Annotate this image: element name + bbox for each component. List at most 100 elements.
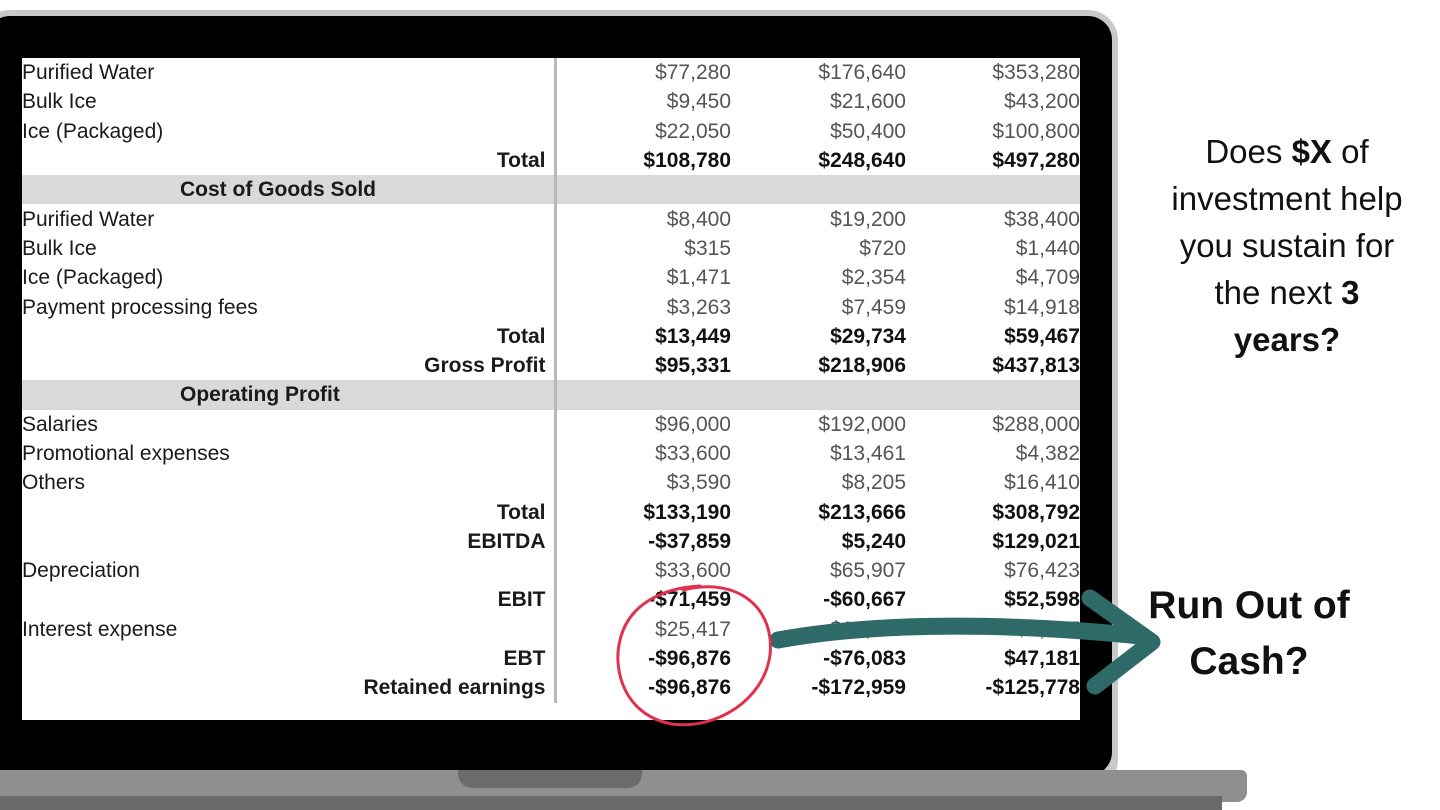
- table-row: Salaries $96,000 $192,000 $288,000: [22, 409, 1080, 439]
- year-3-value: $14,918: [1004, 295, 1080, 319]
- year-3-value: $43,200: [1004, 90, 1080, 114]
- year-3-value: $497,280: [992, 149, 1080, 173]
- year-1-value: $3,263: [666, 295, 731, 319]
- row-label: Ice (Packaged): [22, 263, 557, 293]
- question-text-1: Does: [1205, 133, 1292, 170]
- year-2-value: -$60,667: [823, 588, 906, 612]
- year-3-value: $16,410: [1004, 471, 1080, 495]
- year-2-value: $192,000: [818, 412, 906, 436]
- year-1-value: [555, 175, 731, 205]
- year-2-value: $2,354: [841, 266, 906, 290]
- laptop-base-edge: [0, 796, 1222, 810]
- year-2-value: $8,205: [841, 471, 906, 495]
- year-2-value: $720: [859, 236, 906, 260]
- row-label: Promotional expenses: [22, 438, 557, 469]
- year-1-value: $22,050: [655, 119, 731, 143]
- table-row: Promotional expenses $33,600 $13,461 $4,382: [22, 438, 1080, 469]
- year-1-value: $25,417: [655, 617, 731, 641]
- year-2-value: -$172,959: [811, 676, 906, 700]
- question-amount: $X: [1291, 133, 1332, 170]
- year-2-value: $248,640: [818, 149, 906, 173]
- row-label: Interest expense: [22, 614, 557, 644]
- run-out-of-cash-callout: Run Out of Cash?: [1148, 584, 1350, 683]
- year-2-value: $13,461: [830, 442, 906, 465]
- table-row: Purified Water $77,280 $176,640 $353,280: [22, 58, 1080, 88]
- table-row: Bulk Ice $315 $720 $1,440: [22, 233, 1080, 264]
- year-2-value: $7,459: [841, 295, 906, 319]
- section-header-row: Cost of Goods Sold: [22, 175, 1080, 205]
- row-label: Operating Profit: [22, 380, 557, 410]
- year-3-value: $100,800: [992, 119, 1080, 143]
- year-1-value: $1,471: [666, 266, 731, 290]
- year-1-value: -$71,459: [648, 588, 731, 612]
- year-2-value: $29,734: [830, 324, 906, 348]
- year-3-value: -$125,778: [985, 676, 1080, 700]
- total-row: Total $108,780 $248,640 $497,280: [22, 145, 1080, 176]
- table-row: Others $3,590 $8,205 $16,410: [22, 468, 1080, 498]
- row-label: Purified Water: [22, 204, 557, 234]
- year-2-value: $5,240: [841, 529, 906, 553]
- row-label: Total: [22, 497, 557, 527]
- year-1-value: $96,000: [655, 412, 731, 436]
- year-3-value: $59,467: [1004, 324, 1080, 348]
- table-row: Ice (Packaged) $22,050 $50,400 $100,800: [22, 116, 1080, 146]
- year-3-value: [906, 175, 1080, 205]
- table-row: Interest expense $25,417 $15,417 $5,417: [22, 614, 1080, 644]
- row-label: Bulk Ice: [22, 233, 557, 264]
- row-label: Cost of Goods Sold: [22, 175, 557, 205]
- total-row: Total $13,449 $29,734 $59,467: [22, 321, 1080, 351]
- laptop-notch: [458, 770, 642, 788]
- year-1-value: [555, 380, 731, 410]
- laptop-screen: Purified Water $77,280 $176,640 $353,280 Bul…: [22, 58, 1080, 720]
- year-2-value: -$76,083: [823, 647, 906, 671]
- row-label: Payment processing fees: [22, 292, 557, 322]
- row-label: Gross Profit: [22, 350, 557, 381]
- arrow-shaft-icon: [769, 617, 1149, 649]
- year-3-value: $76,423: [1004, 559, 1080, 583]
- year-2-value: $218,906: [818, 354, 906, 378]
- year-3-value: $4,709: [1015, 266, 1080, 290]
- row-label: Total: [22, 145, 557, 176]
- total-row: Gross Profit $95,331 $218,906 $437,813: [22, 350, 1080, 381]
- year-1-value: $9,450: [666, 90, 731, 114]
- year-1-value: $3,590: [666, 471, 731, 495]
- year-1-value: $8,400: [666, 207, 731, 231]
- row-label: EBITDA: [22, 526, 557, 557]
- year-1-value: -$96,876: [648, 647, 731, 671]
- year-2-value: $65,907: [830, 559, 906, 583]
- total-row: Total $133,190 $213,666 $308,792: [22, 497, 1080, 527]
- year-1-value: -$96,876: [648, 676, 731, 700]
- row-label: Depreciation: [22, 556, 557, 586]
- section-header-row: Operating Profit: [22, 380, 1080, 410]
- year-1-value: $108,780: [643, 149, 731, 173]
- year-2-value: [731, 175, 906, 205]
- year-2-value: [731, 380, 906, 410]
- question-years: 3 years?: [1233, 274, 1360, 358]
- row-label: Salaries: [22, 409, 557, 439]
- row-label: EBIT: [22, 585, 557, 615]
- row-label: EBT: [22, 643, 557, 674]
- year-3-value: $353,280: [992, 61, 1080, 85]
- year-3-value: $47,181: [1004, 647, 1080, 671]
- row-label: Others: [22, 468, 557, 498]
- row-label: Ice (Packaged): [22, 116, 557, 146]
- total-row: Retained earnings -$96,876 -$172,959 -$125,…: [22, 673, 1080, 703]
- total-row: EBT -$96,876 -$76,083 $47,181: [22, 643, 1080, 674]
- year-1-value: $133,190: [643, 500, 731, 524]
- income-statement-table: Purified Water $77,280 $176,640 $353,280 Bul…: [22, 58, 1080, 703]
- year-2-value: $176,640: [818, 61, 906, 85]
- year-1-value: $77,280: [655, 61, 731, 85]
- year-1-value: -$37,859: [648, 529, 731, 553]
- year-1-value: $95,331: [655, 354, 731, 378]
- year-3-value: $437,813: [992, 354, 1080, 378]
- year-2-value: $21,600: [830, 90, 906, 114]
- question-text-2: of investment help you sustain for the n…: [1171, 133, 1403, 311]
- year-2-value: $50,400: [830, 119, 906, 143]
- year-3-value: $38,400: [1004, 207, 1080, 231]
- year-3-value: [906, 380, 1080, 410]
- year-2-value: $19,200: [830, 207, 906, 231]
- year-3-value: $288,000: [992, 412, 1080, 436]
- row-label: Purified Water: [22, 58, 557, 88]
- arrow-head-icon: [1081, 589, 1161, 695]
